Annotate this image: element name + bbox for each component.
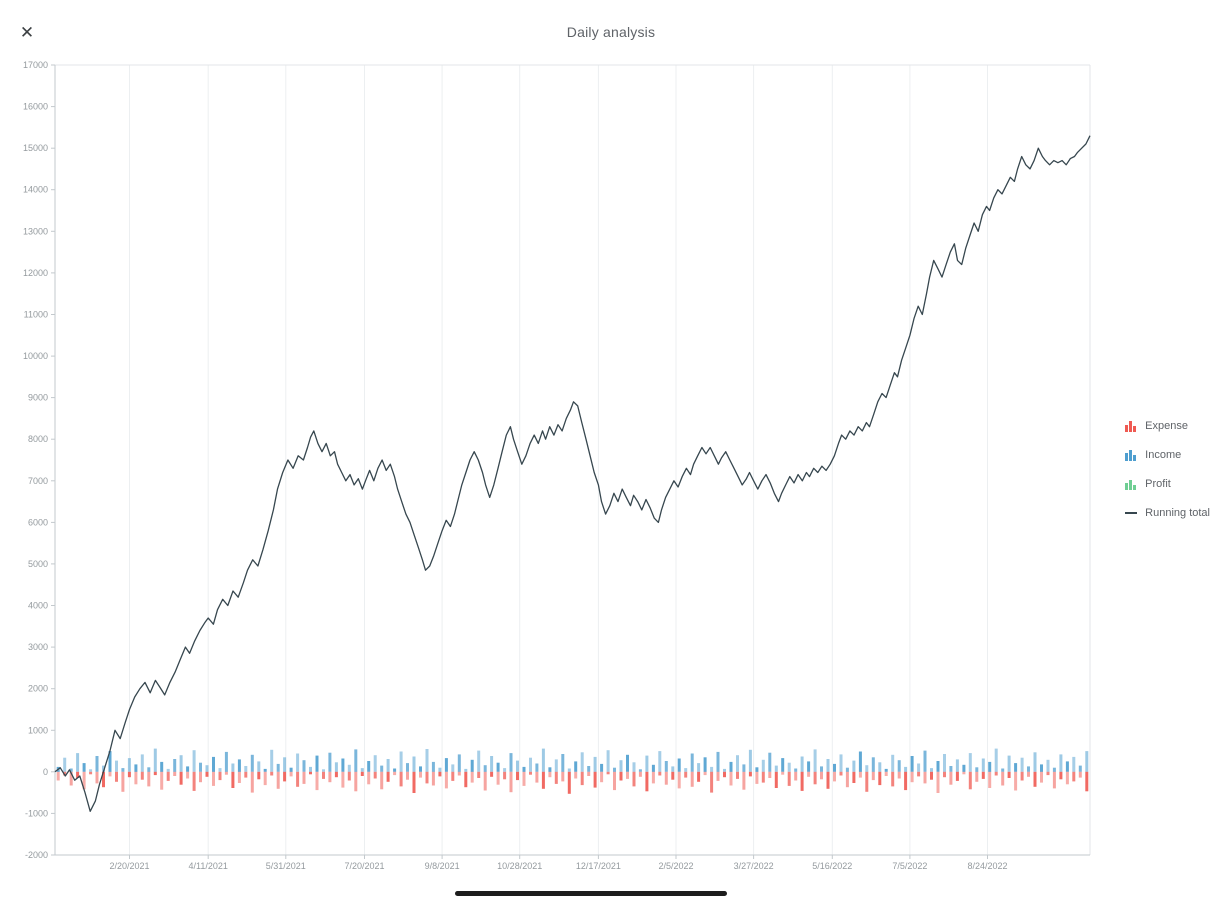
svg-text:0: 0 [43, 767, 48, 777]
svg-text:2/5/2022: 2/5/2022 [658, 861, 693, 871]
svg-text:5/31/2021: 5/31/2021 [266, 861, 306, 871]
profit-bars-icon [1125, 480, 1137, 490]
svg-text:10000: 10000 [23, 351, 48, 361]
legend-label: Expense [1145, 420, 1188, 432]
expense-bars-icon [1125, 421, 1137, 432]
svg-text:1000: 1000 [28, 725, 48, 735]
bottom-scrollbar[interactable] [455, 891, 727, 896]
svg-text:12000: 12000 [23, 268, 48, 278]
svg-text:4/11/2021: 4/11/2021 [189, 861, 228, 871]
svg-text:7/20/2021: 7/20/2021 [344, 861, 384, 871]
svg-text:13000: 13000 [23, 226, 48, 236]
svg-text:8000: 8000 [28, 434, 48, 444]
svg-text:15000: 15000 [23, 143, 48, 153]
svg-text:-2000: -2000 [25, 850, 48, 860]
svg-text:-1000: -1000 [25, 808, 48, 818]
svg-text:5/16/2022: 5/16/2022 [812, 861, 852, 871]
page-title: Daily analysis [566, 24, 656, 40]
svg-text:2/20/2021: 2/20/2021 [109, 861, 149, 871]
svg-text:7/5/2022: 7/5/2022 [892, 861, 927, 871]
legend-item-income[interactable]: Income [1125, 449, 1210, 461]
svg-text:12/17/2021: 12/17/2021 [576, 861, 621, 871]
legend-item-running-total[interactable]: Running total [1125, 507, 1210, 519]
svg-text:9000: 9000 [28, 393, 48, 403]
legend-item-expense[interactable]: Expense [1125, 420, 1210, 432]
legend-label: Profit [1145, 478, 1171, 490]
legend-label: Running total [1145, 507, 1210, 519]
svg-text:7000: 7000 [28, 476, 48, 486]
running-total-line-icon [1125, 512, 1138, 514]
svg-text:3/27/2022: 3/27/2022 [734, 861, 774, 871]
svg-text:2000: 2000 [28, 684, 48, 694]
legend-label: Income [1145, 449, 1182, 461]
legend-item-profit[interactable]: Profit [1125, 478, 1210, 490]
income-bars-icon [1125, 450, 1137, 461]
svg-text:3000: 3000 [28, 642, 48, 652]
chart-legend: Expense Income Profit [1125, 420, 1210, 519]
close-icon[interactable]: ✕ [14, 20, 40, 46]
svg-text:9/8/2021: 9/8/2021 [425, 861, 460, 871]
svg-text:14000: 14000 [23, 185, 48, 195]
svg-text:17000: 17000 [23, 60, 48, 70]
svg-text:10/28/2021: 10/28/2021 [497, 861, 542, 871]
svg-text:11000: 11000 [24, 310, 48, 320]
svg-text:6000: 6000 [28, 517, 48, 527]
svg-text:4000: 4000 [28, 601, 48, 611]
svg-text:16000: 16000 [23, 102, 48, 112]
svg-text:8/24/2022: 8/24/2022 [967, 861, 1007, 871]
svg-text:5000: 5000 [28, 559, 48, 569]
